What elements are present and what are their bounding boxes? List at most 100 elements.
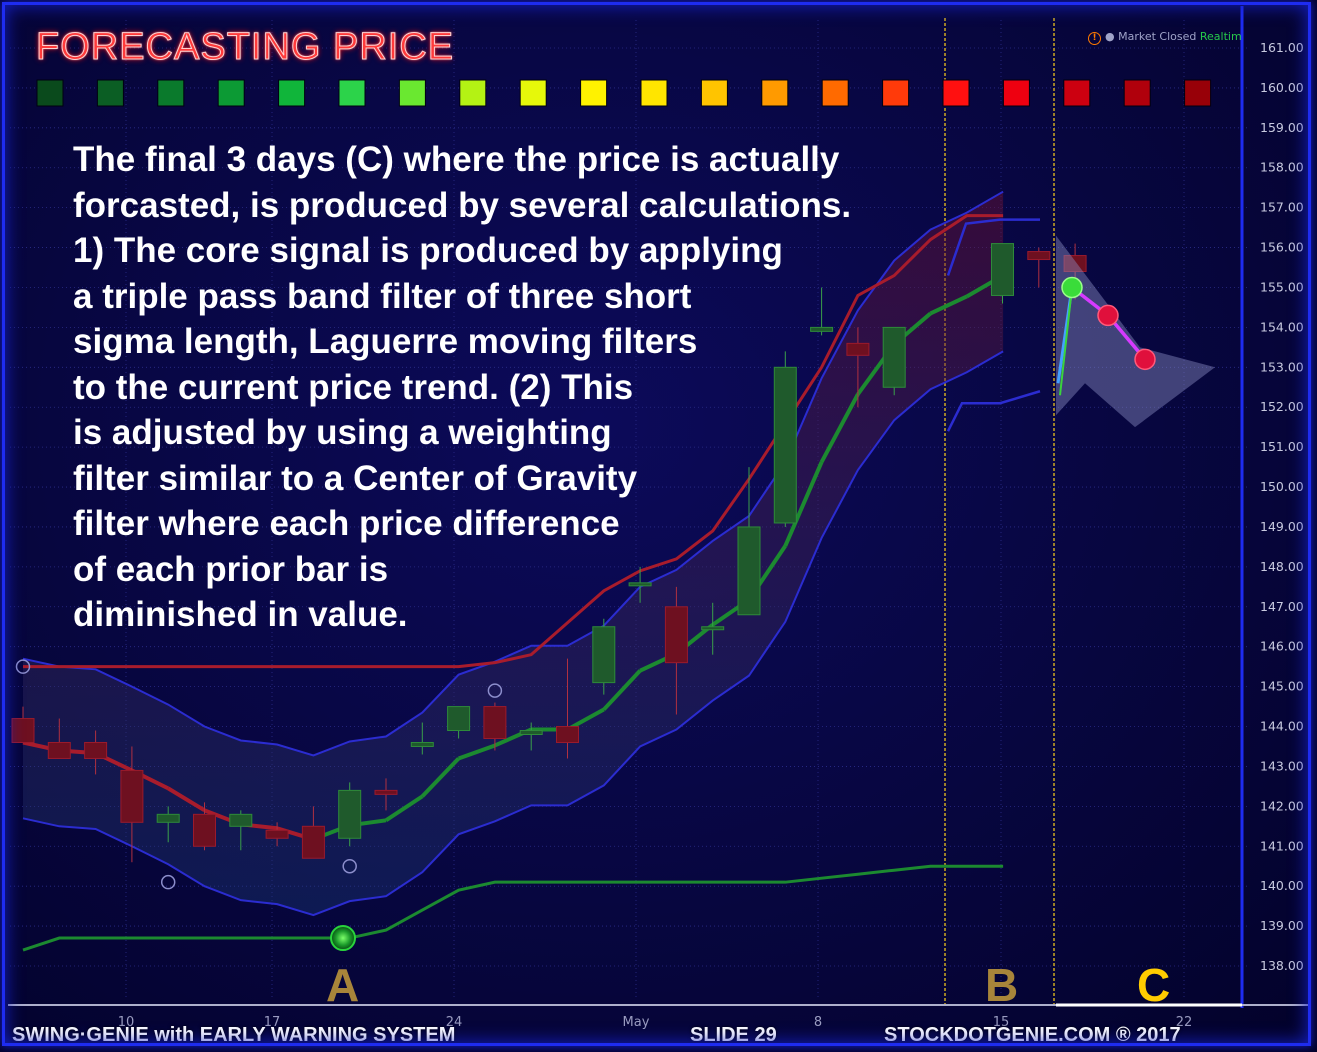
color-swatch: [36, 79, 64, 107]
candle: [556, 658, 579, 759]
candle: [193, 802, 216, 851]
color-swatch: [580, 79, 608, 107]
candle: [737, 467, 761, 616]
date-tick-label: 15: [993, 1015, 1010, 1030]
date-tick-label: 10: [118, 1015, 135, 1030]
candle: [265, 822, 289, 847]
explanation-line: to the current price trend. (2) This: [73, 367, 634, 407]
price-tick-label: 148.00: [1260, 559, 1304, 574]
candle-body: [120, 769, 144, 823]
candle: [156, 806, 180, 843]
explanation-text: The final 3 days (C) where the price is …: [73, 137, 943, 638]
candle-body: [1063, 255, 1087, 273]
marker-c: C: [1137, 959, 1171, 1011]
color-swatch: [96, 79, 124, 107]
price-tick-label: 160.00: [1260, 80, 1304, 95]
upper-band-line: [22, 190, 1004, 757]
warning-icon[interactable]: !: [1088, 32, 1101, 45]
candle-body: [265, 829, 289, 839]
candles: [11, 243, 1087, 863]
price-tick-label: 149.00: [1260, 519, 1304, 534]
price-tick-label: 139.00: [1260, 918, 1304, 933]
price-tick-label: 152.00: [1260, 399, 1304, 414]
forecast-lead-line: [1059, 287, 1073, 396]
candle-body: [156, 813, 180, 823]
date-tick-label: May: [623, 1015, 650, 1030]
color-swatch: [278, 79, 306, 107]
price-tick-label: 155.00: [1260, 279, 1304, 294]
trend-line-segment: [457, 743, 496, 761]
region-b-lower-band: [946, 390, 1041, 432]
explanation-line: sigma length, Laguerre moving filters: [73, 322, 698, 361]
explanation-line: is adjusted by using a weighting: [73, 413, 612, 452]
candle-body: [592, 626, 616, 684]
forecast-point: [1097, 304, 1119, 327]
candle: [447, 706, 471, 739]
date-axis: 10 17 24 May 8 15 22: [118, 1015, 1193, 1030]
candle: [410, 722, 434, 755]
candle: [374, 778, 398, 811]
price-tick-label: 147.00: [1260, 599, 1304, 614]
signal-marker-a: [330, 925, 356, 952]
color-swatch: [640, 79, 668, 107]
color-swatch: [942, 79, 970, 107]
candle-body: [193, 813, 216, 847]
price-tick-label: 145.00: [1260, 679, 1304, 694]
forecast-point: [1061, 276, 1083, 299]
price-tick-label: 157.00: [1260, 200, 1304, 215]
trend-line-segment: [167, 786, 206, 813]
candle-body: [810, 326, 834, 332]
date-tick-label: 8: [814, 1015, 822, 1030]
trend-line-segment: [384, 794, 424, 822]
explanation-line: filter similar to a Center of Gravity: [73, 458, 638, 498]
color-swatch: [700, 79, 728, 107]
candle-body: [556, 726, 579, 743]
lower-band-line: [22, 350, 1004, 917]
explanation-line: 1) The core signal is produced by applyi…: [73, 231, 783, 270]
candle-body: [410, 741, 434, 747]
color-swatch: [1123, 79, 1151, 107]
price-tick-label: 140.00: [1260, 878, 1304, 893]
pivot-circle: [342, 858, 357, 874]
price-tick-label: 154.00: [1260, 319, 1304, 334]
color-swatch: [821, 79, 849, 107]
resistance-line: [23, 214, 1004, 669]
candle: [11, 706, 35, 743]
candle: [846, 327, 870, 408]
price-tick-label: 144.00: [1260, 719, 1304, 734]
marker-a: A: [326, 959, 360, 1011]
candle: [84, 730, 108, 775]
realtime-label: Realtim: [1199, 30, 1242, 43]
price-tick-label: 138.00: [1260, 958, 1304, 973]
forecast-cone: [1056, 235, 1215, 428]
color-swatch: [398, 79, 426, 107]
candle: [592, 618, 616, 695]
explanation-line: forcasted, is produced by several calcul…: [73, 185, 852, 225]
candle: [664, 586, 688, 715]
marker-b: B: [985, 959, 1019, 1011]
candle-body: [47, 741, 71, 759]
candle-body: [338, 789, 362, 839]
color-swatch: [519, 79, 547, 107]
candle-body: [882, 326, 906, 388]
candle-body: [229, 813, 253, 827]
region-b-upper-band: [946, 218, 1040, 276]
price-tick-label: 141.00: [1260, 838, 1304, 853]
price-tick-label: 146.00: [1260, 639, 1304, 654]
candle-body: [301, 825, 325, 859]
market-status: ! ● Market Closed Realtim: [1088, 30, 1244, 45]
candle: [229, 810, 253, 851]
slide-title: FORECASTING PRICE: [35, 26, 455, 69]
candle-body: [519, 730, 543, 736]
candle-body: [846, 342, 870, 356]
price-tick-label: 161.00: [1260, 40, 1304, 55]
forecast-projection: [1056, 235, 1215, 428]
color-swatch: [157, 79, 185, 107]
candle: [773, 351, 797, 527]
candle-body: [1027, 251, 1051, 261]
candle-body: [628, 582, 652, 587]
pivot-circle: [160, 874, 176, 890]
price-tick-label: 142.00: [1260, 798, 1304, 813]
trend-line-segment: [783, 461, 824, 547]
explanation-line: filter where each price difference: [73, 504, 620, 543]
